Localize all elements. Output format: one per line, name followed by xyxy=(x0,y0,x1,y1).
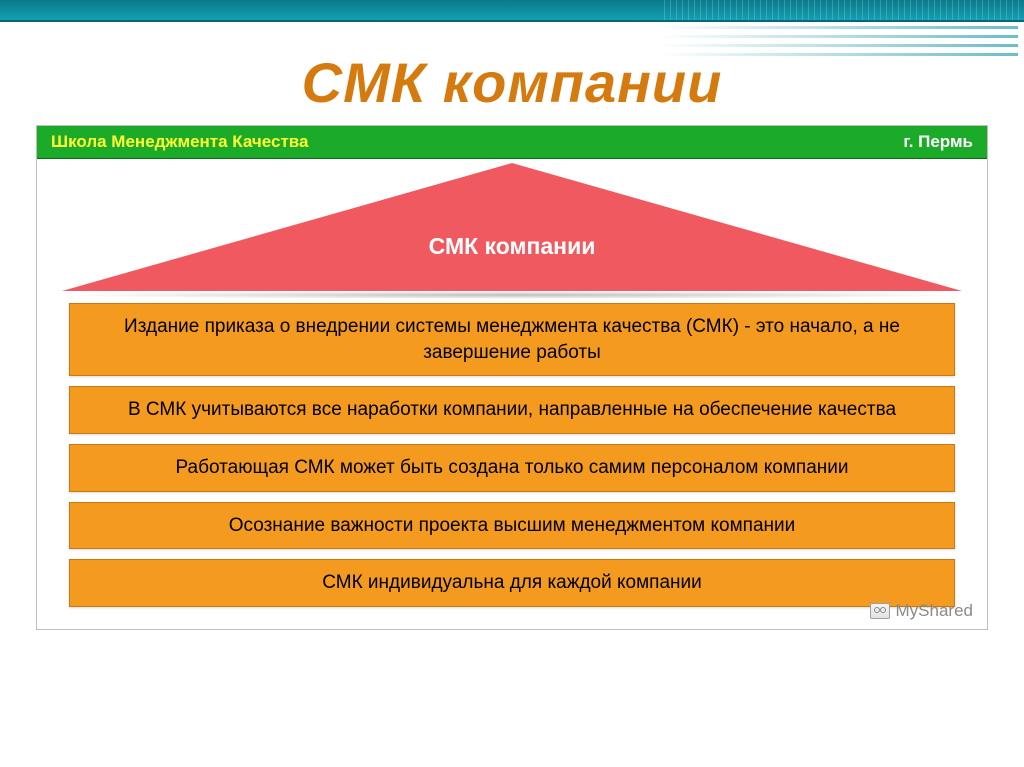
top-stripe xyxy=(0,0,1024,22)
roof-shadow xyxy=(47,291,977,299)
header-bar: Школа Менеджмента Качества г. Пермь xyxy=(37,126,987,159)
block-item: СМК индивидуальна для каждой компании xyxy=(69,559,955,607)
block-item: Работающая СМК может быть создана только… xyxy=(69,444,955,492)
block-item: В СМК учитываются все наработки компании… xyxy=(69,386,955,434)
watermark-text: MyShared xyxy=(896,601,973,621)
slide-title: СМК компании xyxy=(0,50,1024,115)
header-right: г. Пермь xyxy=(903,132,973,152)
header-left: Школа Менеджмента Качества xyxy=(51,132,308,152)
watermark: MyShared xyxy=(870,601,973,621)
watermark-logo-icon xyxy=(870,603,890,619)
block-item: Осознание важности проекта высшим менедж… xyxy=(69,502,955,550)
roof-section: СМК компании xyxy=(37,163,987,297)
content-panel: Школа Менеджмента Качества г. Пермь СМК … xyxy=(36,125,988,630)
block-item: Издание приказа о внедрении системы мене… xyxy=(69,303,955,376)
roof-label: СМК компании xyxy=(429,233,596,260)
blocks-container: Издание приказа о внедрении системы мене… xyxy=(37,297,987,607)
roof-triangle xyxy=(62,163,962,291)
